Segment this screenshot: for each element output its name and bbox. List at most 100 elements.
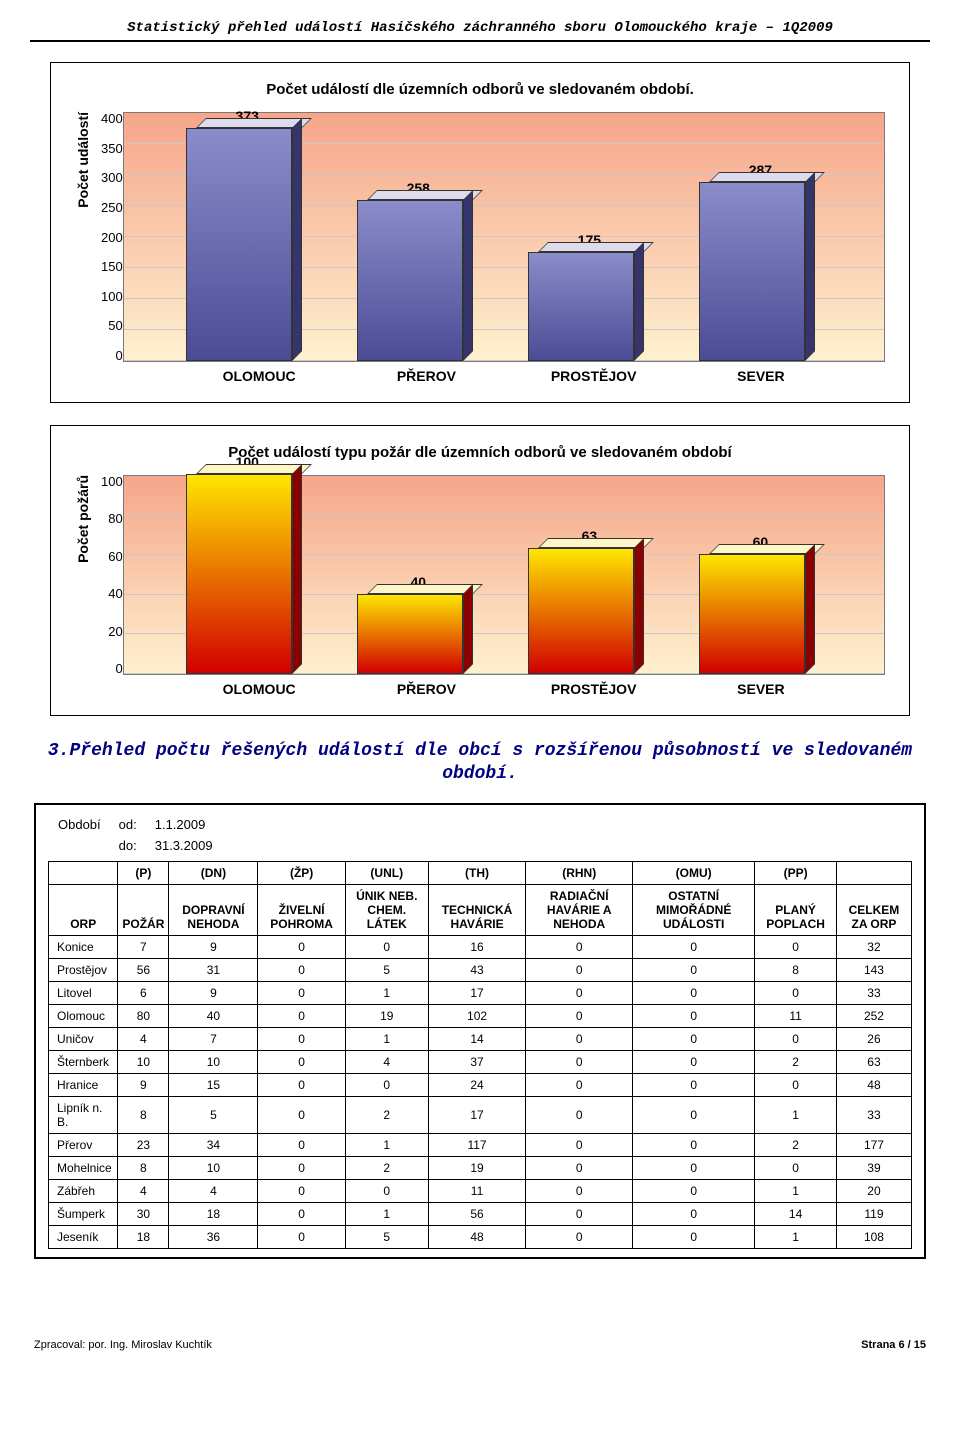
section-title: 3.Přehled počtu řešených událostí dle ob… [30, 740, 930, 787]
cell: 0 [633, 1202, 755, 1225]
table-row: Šumperk301801560014119 [49, 1202, 912, 1225]
col-header: OSTATNÍ MIMOŘÁDNÉ UDÁLOSTI [633, 884, 755, 935]
cell: 8 [755, 958, 837, 981]
cell: 33 [836, 1096, 911, 1133]
cell: 0 [633, 958, 755, 981]
cell: 0 [345, 1179, 428, 1202]
cell: 48 [428, 1225, 526, 1248]
col-header: DOPRAVNÍ NEHODA [169, 884, 258, 935]
cell: 102 [428, 1004, 526, 1027]
cell: 0 [258, 1179, 345, 1202]
cell: 0 [258, 1096, 345, 1133]
xtick: PŘEROV [366, 368, 486, 384]
cell: 48 [836, 1073, 911, 1096]
ytick: 0 [115, 349, 122, 362]
table-row: Zábřeh44001100120 [49, 1179, 912, 1202]
page-header: Statistický přehled událostí Hasičského … [30, 20, 930, 42]
table-row: Prostějov56310543008143 [49, 958, 912, 981]
cell: 4 [345, 1050, 428, 1073]
table-row: Přerov233401117002177 [49, 1133, 912, 1156]
chart-fires-by-region: Počet událostí typu požár dle územních o… [50, 425, 910, 716]
cell: 0 [526, 1225, 633, 1248]
period-do-value: 31.3.2009 [147, 836, 221, 855]
ytick: 250 [101, 201, 123, 214]
cell: 0 [633, 981, 755, 1004]
events-by-orp-table: (P)(DN)(ŽP)(UNL)(TH)(RHN)(OMU)(PP)ORPPOŽ… [48, 861, 912, 1249]
col-header: ORP [49, 884, 118, 935]
ytick: 0 [115, 662, 122, 675]
cell: 9 [169, 981, 258, 1004]
cell: 34 [169, 1133, 258, 1156]
cell: Zábřeh [49, 1179, 118, 1202]
cell: 63 [836, 1050, 911, 1073]
cell: 0 [258, 1004, 345, 1027]
cell: Olomouc [49, 1004, 118, 1027]
col-short: (PP) [755, 861, 837, 884]
bar-PROSTĚJOV: 175 [528, 232, 651, 361]
cell: 1 [345, 981, 428, 1004]
cell: 5 [169, 1096, 258, 1133]
cell: Uničov [49, 1027, 118, 1050]
cell: 0 [755, 1027, 837, 1050]
table-row: Litovel69011700033 [49, 981, 912, 1004]
cell: 16 [428, 935, 526, 958]
cell: 56 [118, 958, 169, 981]
cell: 8 [118, 1156, 169, 1179]
table-row: Jeseník18360548001108 [49, 1225, 912, 1248]
footer-page: Strana 6 / 15 [861, 1339, 926, 1351]
ytick: 100 [101, 290, 123, 303]
cell: 177 [836, 1133, 911, 1156]
ytick: 400 [101, 112, 123, 125]
cell: 0 [526, 1050, 633, 1073]
cell: 2 [755, 1050, 837, 1073]
cell: 0 [258, 1073, 345, 1096]
cell: 0 [633, 935, 755, 958]
col-header: ÚNIK NEB. CHEM. LÁTEK [345, 884, 428, 935]
cell: 0 [526, 1179, 633, 1202]
cell: 0 [633, 1004, 755, 1027]
cell: 7 [169, 1027, 258, 1050]
cell: 4 [118, 1027, 169, 1050]
col-short: (RHN) [526, 861, 633, 884]
table-row: Lipník n. B.85021700133 [49, 1096, 912, 1133]
table-row: Konice79001600032 [49, 935, 912, 958]
col-short: (OMU) [633, 861, 755, 884]
cell: 0 [258, 1156, 345, 1179]
cell: 0 [345, 1073, 428, 1096]
cell: 56 [428, 1202, 526, 1225]
cell: 0 [526, 1073, 633, 1096]
cell: Litovel [49, 981, 118, 1004]
cell: 1 [345, 1027, 428, 1050]
xtick: SEVER [701, 681, 821, 697]
cell: 32 [836, 935, 911, 958]
bar-PROSTĚJOV: 63 [528, 528, 651, 674]
cell: 252 [836, 1004, 911, 1027]
cell: 36 [169, 1225, 258, 1248]
bar-SEVER: 287 [699, 162, 822, 361]
cell: 0 [526, 1096, 633, 1133]
chart2-xaxis: OLOMOUCPŘEROVPROSTĚJOVSEVER [135, 681, 885, 697]
ytick: 200 [101, 231, 123, 244]
cell: 0 [258, 1133, 345, 1156]
col-short: (ŽP) [258, 861, 345, 884]
cell: Lipník n. B. [49, 1096, 118, 1133]
cell: 119 [836, 1202, 911, 1225]
cell: 31 [169, 958, 258, 981]
cell: 10 [118, 1050, 169, 1073]
cell: 0 [633, 1179, 755, 1202]
cell: 0 [526, 958, 633, 981]
cell: 18 [118, 1225, 169, 1248]
xtick: PROSTĚJOV [533, 368, 653, 384]
bar-PŘEROV: 40 [357, 574, 480, 674]
cell: 7 [118, 935, 169, 958]
cell: 1 [755, 1096, 837, 1133]
cell: 0 [526, 1133, 633, 1156]
cell: 0 [258, 1050, 345, 1073]
col-short: (P) [118, 861, 169, 884]
cell: 0 [526, 1004, 633, 1027]
chart1-bars: 373 258 175 287 [124, 113, 884, 361]
cell: 24 [428, 1073, 526, 1096]
table-row: Šternberk1010043700263 [49, 1050, 912, 1073]
ytick: 60 [108, 550, 122, 563]
cell: Přerov [49, 1133, 118, 1156]
